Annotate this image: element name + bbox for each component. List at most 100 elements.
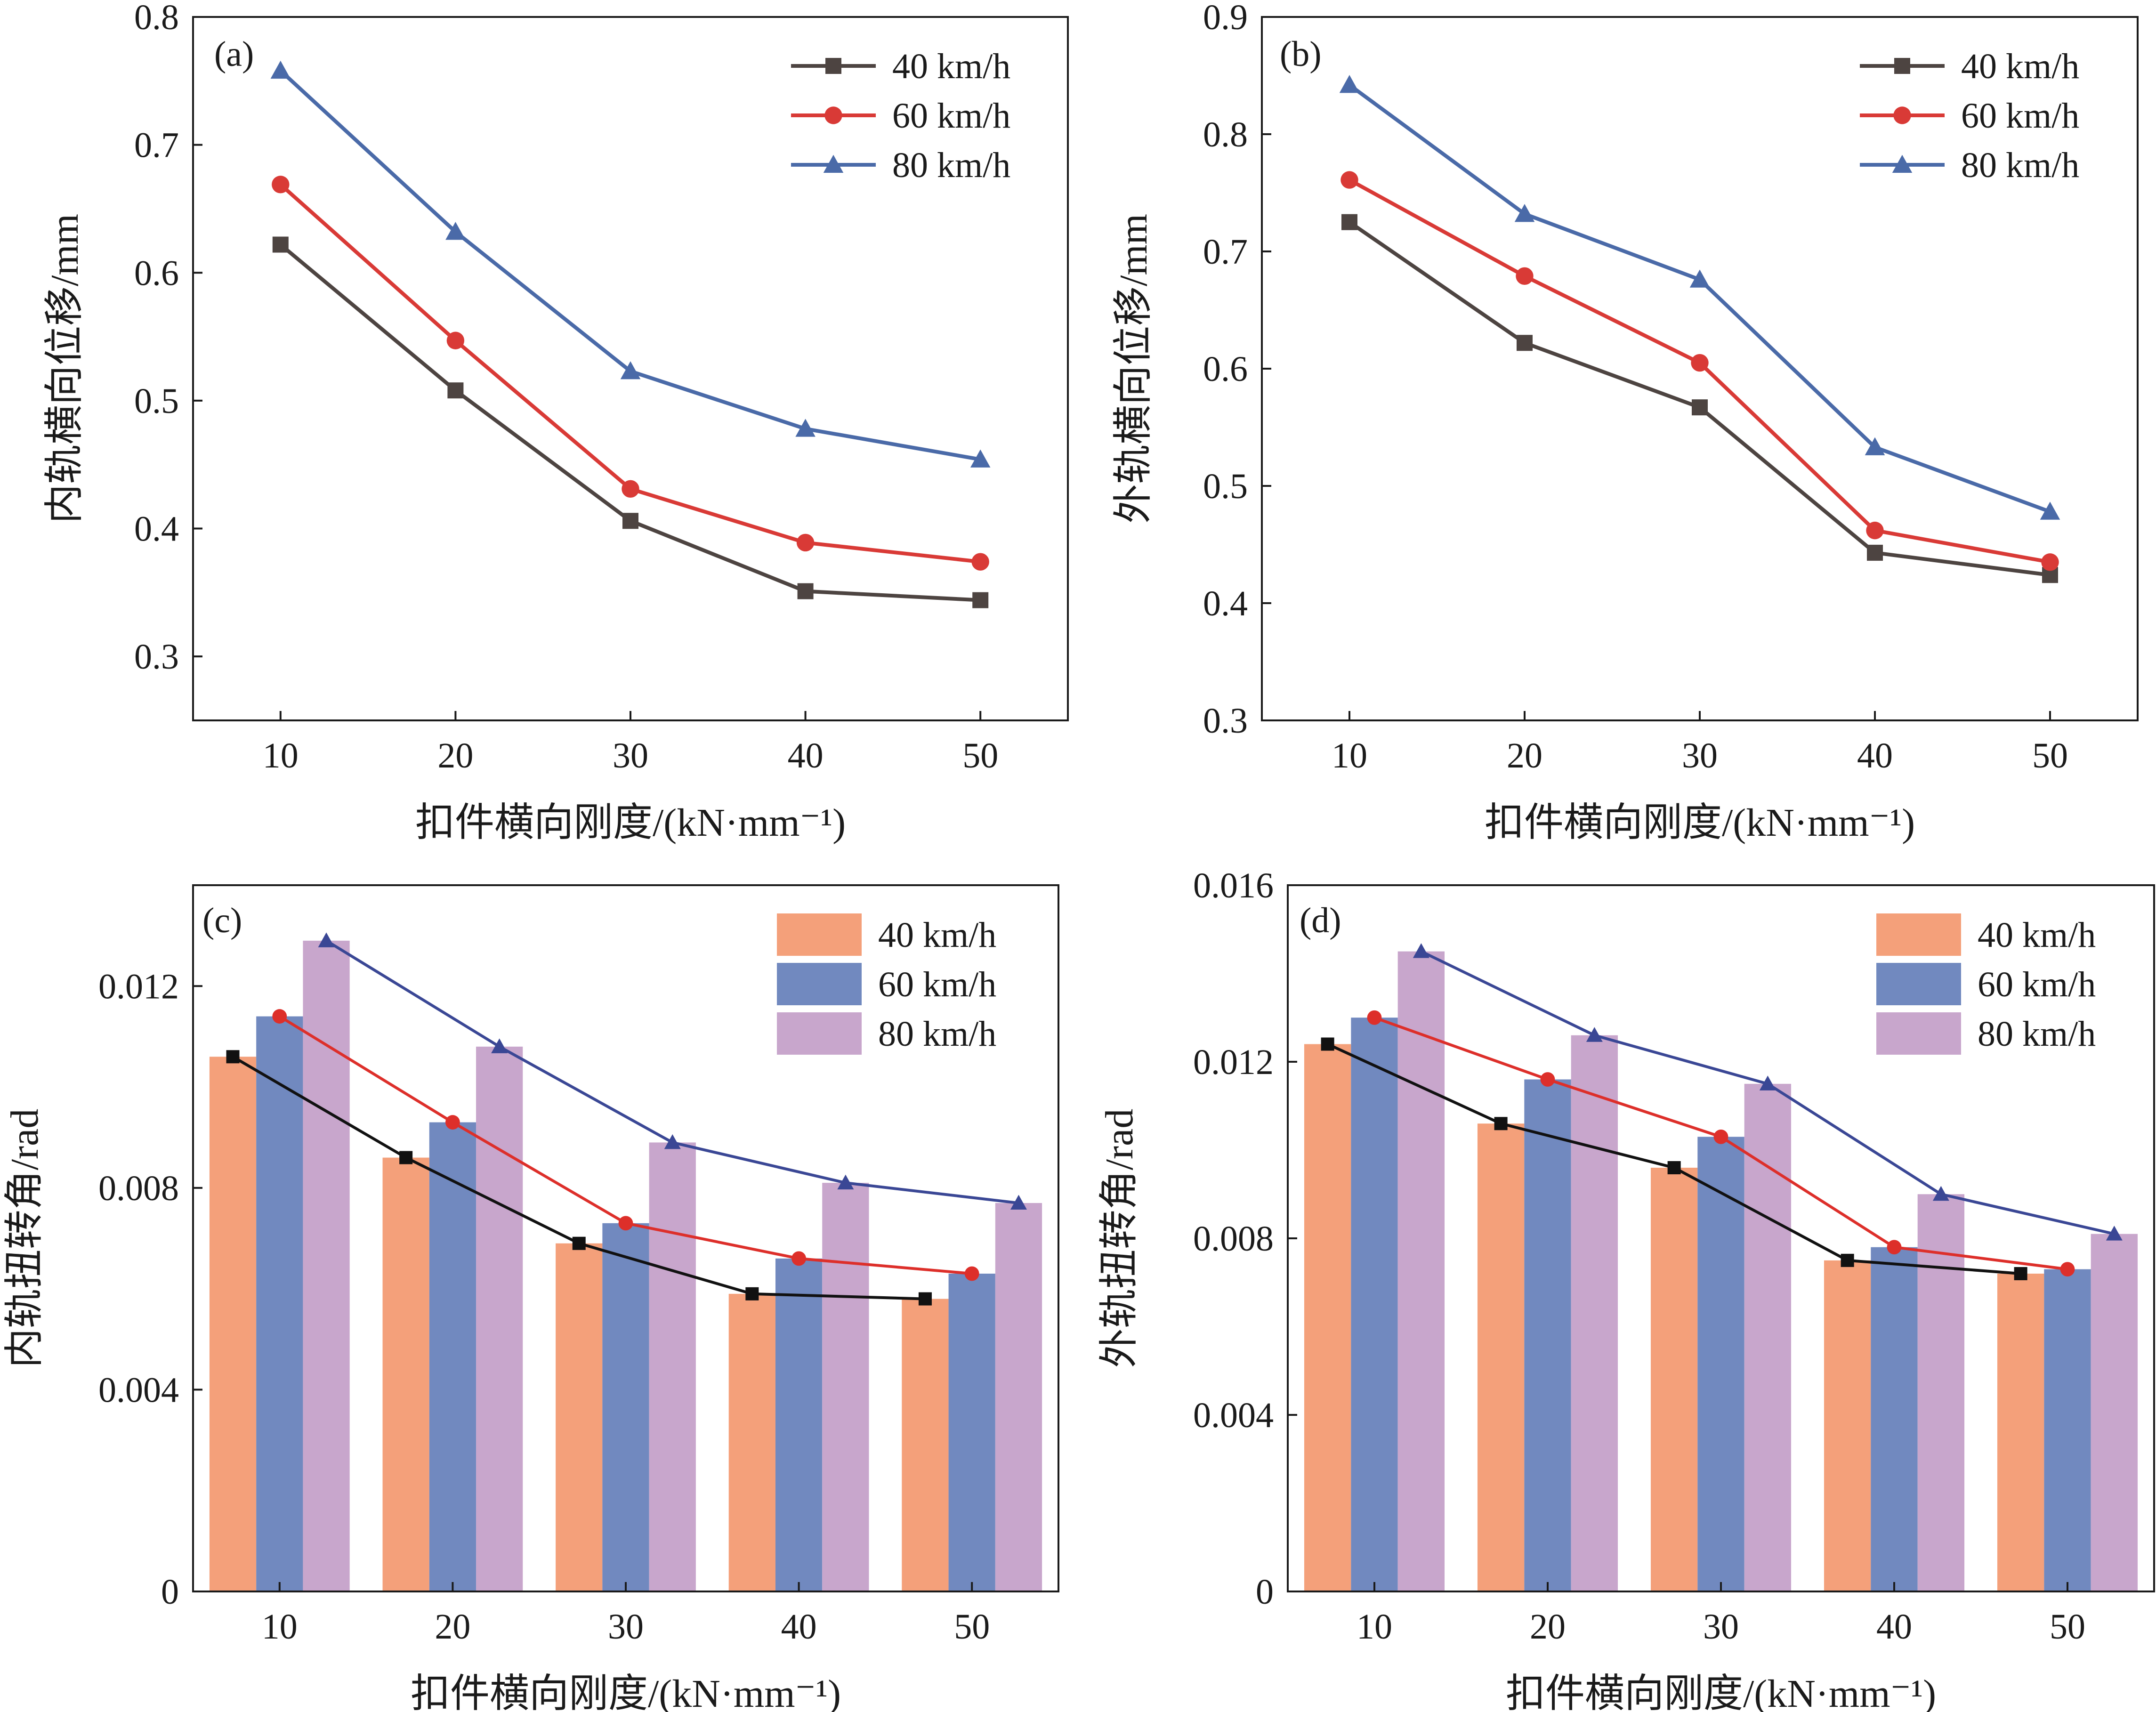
xtick-label-d-2: 30	[1703, 1607, 1739, 1647]
bar-c-s0-c0	[209, 1057, 257, 1591]
point-c-s2-x4	[1010, 1195, 1027, 1210]
ytick-label-a-0: 0.3	[134, 637, 179, 677]
point-d-s0-x4	[2014, 1267, 2027, 1280]
point-a-s1-x4	[971, 553, 989, 571]
point-b-s0-x0	[1341, 214, 1357, 230]
bar-c-s1-c3	[775, 1258, 823, 1591]
point-b-s2-x0	[1339, 75, 1360, 93]
point-a-s0-x3	[797, 583, 814, 599]
bar-d-s2-c0	[1397, 951, 1445, 1591]
ytick-label-a-1: 0.4	[134, 509, 179, 549]
xtick-label-b-2: 30	[1682, 736, 1718, 775]
legend-label-a-1: 60 km/h	[892, 96, 1010, 136]
point-b-s2-x2	[1689, 269, 1710, 288]
x-axis-title-b: 扣件横向刚度/(kN·mm⁻¹)	[1485, 801, 1915, 845]
point-b-s0-x2	[1692, 399, 1708, 416]
x-axis-title-c: 扣件横向刚度/(kN·mm⁻¹)	[411, 1672, 841, 1712]
legend-swatch-d-0	[1876, 913, 1961, 956]
point-b-s0-x1	[1517, 335, 1533, 351]
point-d-s2-x3	[1932, 1186, 1949, 1201]
ytick-label-b-6: 0.9	[1203, 0, 1248, 37]
series-line-b-s2	[1348, 83, 2051, 514]
point-d-s1-x1	[1540, 1072, 1555, 1087]
series-line-a-s0	[279, 243, 981, 602]
bar-c-s1-c0	[256, 1016, 303, 1591]
y-axis-title-a: 内轨横向位移/mm	[43, 214, 87, 524]
legend-marker-b-0	[1894, 58, 1910, 74]
bar-c-s2-c1	[476, 1046, 523, 1591]
legend-label-c-1: 60 km/h	[878, 965, 996, 1004]
point-b-s1-x4	[2041, 553, 2059, 571]
point-b-s2-x4	[2040, 501, 2060, 520]
legend-swatch-c-0	[777, 913, 862, 956]
point-a-s1-x1	[446, 331, 465, 349]
ytick-label-c-0: 0	[161, 1572, 179, 1612]
point-d-s1-x0	[1367, 1010, 1382, 1025]
ytick-label-c-1: 0.004	[98, 1370, 179, 1410]
legend-swatch-d-1	[1876, 963, 1961, 1005]
xtick-label-c-3: 40	[781, 1607, 817, 1647]
point-a-s0-x2	[622, 513, 638, 529]
point-c-s1-x4	[964, 1266, 979, 1281]
bar-c-s0-c4	[902, 1299, 949, 1591]
point-a-s0-x1	[447, 382, 464, 399]
legend-marker-a-0	[825, 58, 841, 74]
point-a-s0-x0	[272, 236, 289, 253]
bar-c-s0-c1	[382, 1157, 429, 1591]
legend-marker-b-2	[1892, 154, 1913, 173]
xtick-label-d-3: 40	[1876, 1607, 1912, 1647]
point-c-s1-x1	[445, 1115, 460, 1130]
legend-marker-a-1	[824, 106, 842, 124]
xtick-label-c-4: 50	[954, 1607, 990, 1647]
legend-label-b-0: 40 km/h	[1961, 47, 2079, 86]
xtick-label-d-1: 20	[1530, 1607, 1566, 1647]
point-c-s0-x4	[918, 1292, 932, 1306]
point-d-s0-x1	[1494, 1117, 1508, 1131]
xtick-label-a-2: 30	[613, 736, 648, 775]
point-b-s1-x3	[1866, 521, 1884, 540]
point-b-s1-x2	[1691, 354, 1709, 372]
point-d-s0-x3	[1841, 1253, 1854, 1267]
ytick-label-b-3: 0.6	[1203, 349, 1248, 389]
legend-label-b-2: 80 km/h	[1961, 145, 2079, 185]
point-d-s1-x3	[1887, 1240, 1902, 1255]
legend-label-c-2: 80 km/h	[878, 1014, 996, 1054]
y-axis-title-d: 外轨扭转角/rad	[1098, 1109, 1141, 1368]
xtick-label-a-4: 50	[962, 736, 998, 775]
point-d-s2-x4	[2106, 1226, 2123, 1241]
bar-d-s2-c4	[2091, 1234, 2138, 1591]
point-d-s0-x2	[1667, 1161, 1681, 1174]
ytick-label-c-3: 0.012	[98, 967, 179, 1006]
chart-d: 0 0.004 0.008 0.012 0.016 10 20 30 40 50 扣件横向刚度/(k…	[1098, 866, 2155, 1712]
point-c-s2-x1	[491, 1038, 508, 1053]
point-d-s2-x2	[1759, 1075, 1776, 1090]
panel-label-d: (d)	[1300, 901, 1341, 940]
bar-c-s1-c4	[948, 1274, 995, 1591]
xtick-label-b-4: 50	[2032, 736, 2068, 775]
ytick-label-a-4: 0.7	[134, 126, 179, 165]
legend-marker-b-1	[1893, 106, 1911, 124]
series-line-a-s2	[279, 69, 981, 461]
xtick-label-d-4: 50	[2050, 1607, 2085, 1647]
ytick-label-b-4: 0.7	[1203, 232, 1248, 272]
point-c-s0-x1	[399, 1151, 413, 1164]
y-axis-title-b: 外轨横向位移/mm	[1112, 214, 1155, 524]
point-a-s2-x3	[795, 419, 816, 437]
point-c-s0-x0	[226, 1050, 240, 1064]
xtick-label-b-1: 20	[1507, 736, 1542, 775]
point-c-s1-x3	[791, 1251, 806, 1266]
bar-d-s0-c1	[1477, 1123, 1525, 1591]
ytick-label-a-2: 0.5	[134, 381, 179, 421]
chart-a: 0.3 0.4 0.5 0.6 0.7 0.8 10 20 30 40 50 扣件横向刚度/(kN·m…	[43, 0, 1069, 845]
bar-c-s2-c3	[822, 1183, 869, 1591]
point-c-s2-x0	[318, 932, 335, 947]
bar-d-s2-c3	[1917, 1194, 1965, 1591]
point-a-s2-x2	[620, 361, 641, 380]
xtick-label-d-0: 10	[1357, 1607, 1392, 1647]
bar-d-s1-c1	[1524, 1079, 1571, 1591]
xtick-label-a-0: 10	[263, 736, 299, 775]
bar-d-s0-c3	[1824, 1260, 1871, 1591]
point-a-s1-x2	[622, 480, 639, 498]
ytick-label-c-2: 0.008	[98, 1169, 179, 1208]
